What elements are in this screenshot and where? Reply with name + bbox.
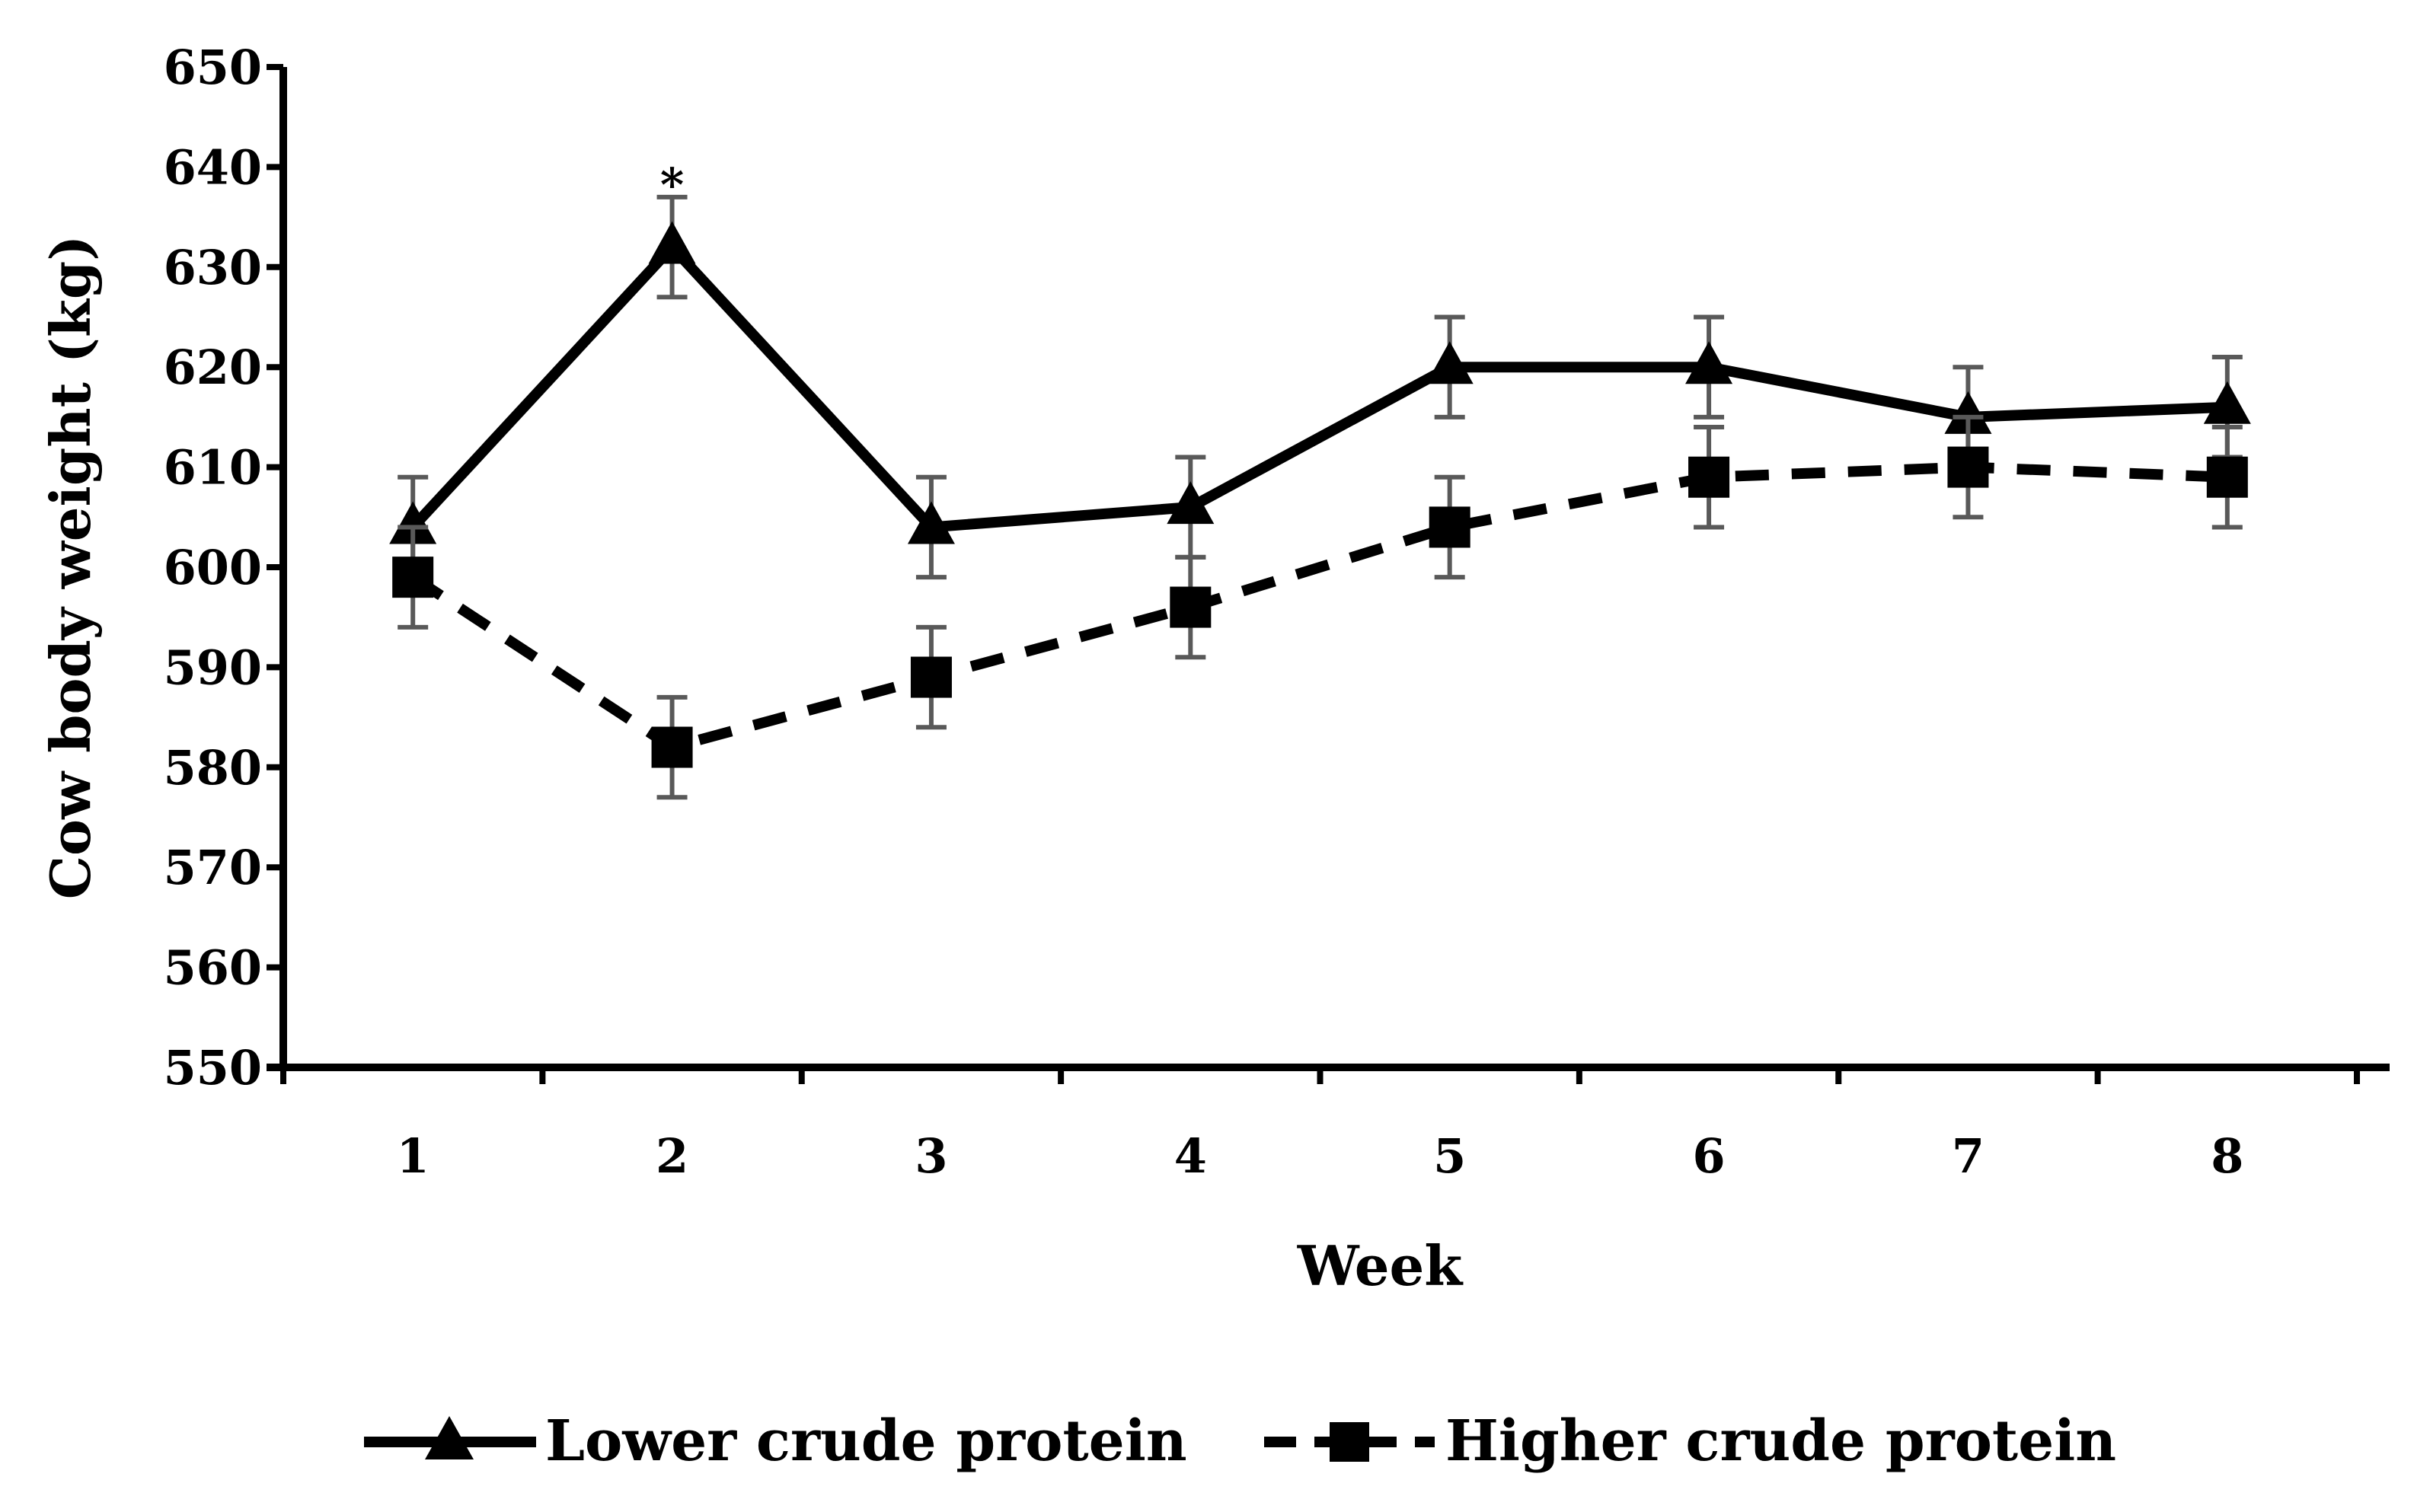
data-point-square [392, 557, 434, 598]
series-higher-crude-protein [392, 414, 2248, 800]
series-layer [389, 194, 2251, 800]
y-tick-label: 600 [164, 540, 262, 595]
x-tick-label: 2 [656, 1128, 688, 1184]
y-axis-title: Cow body weight (kg) [38, 235, 103, 900]
data-point-square [2206, 456, 2248, 498]
y-tick-label: 580 [164, 740, 262, 796]
y-tick-label: 620 [164, 340, 262, 395]
y-tick-label: 610 [164, 440, 262, 496]
data-point-triangle [389, 501, 437, 544]
y-tick-label: 560 [164, 940, 262, 996]
y-tick-label: 570 [164, 840, 262, 895]
series-line [409, 241, 2228, 533]
axes: 550 560 570 580 590 600 610 620 630 640 650 1 2 3 4 5 6… [164, 40, 2390, 1184]
legend-label-higher-crude-protein: Higher crude protein [1445, 1408, 2116, 1474]
data-point-square [910, 656, 952, 698]
legend-item-higher-crude-protein: Higher crude protein [1264, 1408, 2116, 1474]
y-axis-ticks: 550 560 570 580 590 600 610 620 630 640 650 [164, 40, 283, 1096]
data-point-square [1429, 506, 1470, 548]
legend-label-lower-crude-protein: Lower crude protein [545, 1408, 1187, 1474]
series-lower-crude-protein [389, 194, 2251, 580]
significance-marker: * [660, 158, 684, 212]
data-point-square [651, 726, 693, 768]
x-tick-label: 8 [2211, 1128, 2243, 1184]
data-point-triangle [1167, 481, 1215, 525]
x-tick-label: 5 [1433, 1128, 1466, 1184]
data-point-triangle [1426, 341, 1474, 384]
data-point-square [1170, 586, 1212, 628]
data-point-triangle [648, 221, 696, 264]
data-point-square [1688, 456, 1730, 498]
series-line [410, 461, 2228, 753]
x-tick-label: 7 [1952, 1128, 1985, 1184]
annotation-layer: * [660, 158, 684, 212]
y-tick-label: 550 [164, 1040, 262, 1096]
y-tick-label: 590 [164, 640, 262, 695]
data-point-triangle [907, 501, 955, 544]
y-tick-label: 650 [164, 40, 262, 95]
legend: Lower crude protein Higher crude protein [364, 1408, 2116, 1474]
x-axis-title: Week [1297, 1233, 1464, 1298]
y-tick-label: 630 [164, 240, 262, 295]
legend-triangle-marker-icon [425, 1416, 474, 1459]
data-point-triangle [2203, 381, 2251, 424]
legend-item-lower-crude-protein: Lower crude protein [364, 1408, 1187, 1474]
x-tick-label: 3 [915, 1128, 947, 1184]
x-axis-ticks: 1 2 3 4 5 6 7 8 [280, 1067, 2360, 1184]
y-tick-label: 640 [164, 139, 262, 195]
data-point-triangle [1944, 391, 1992, 434]
x-tick-label: 6 [1692, 1128, 1725, 1184]
data-point-square [1947, 446, 1989, 488]
legend-square-marker-icon [1330, 1422, 1369, 1462]
x-tick-label: 4 [1174, 1128, 1207, 1184]
data-point-triangle [1685, 341, 1733, 384]
x-tick-label: 1 [397, 1128, 429, 1184]
